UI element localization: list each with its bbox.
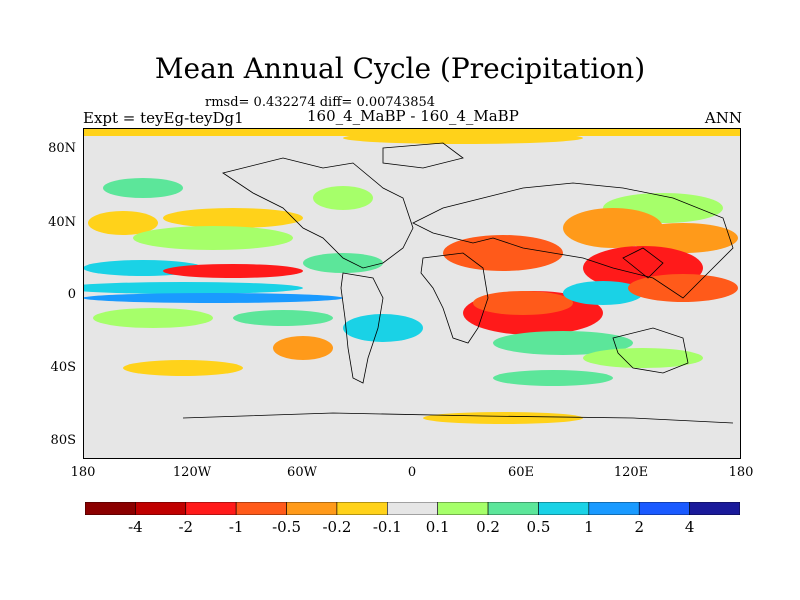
colorbar-swatch [85, 502, 136, 515]
chart-title: Mean Annual Cycle (Precipitation) [154, 52, 646, 85]
colorbar-swatch [588, 502, 640, 515]
colorbar-label: -1 [228, 518, 244, 536]
colorbar-label: 0.5 [526, 518, 551, 536]
lat-label-40n: 40N [48, 215, 76, 230]
colorbar-label: -0.2 [322, 518, 352, 536]
lon-label-120e: 120E [613, 465, 649, 480]
lon-label-0: 0 [407, 465, 417, 480]
lat-label-eq: 0 [67, 287, 76, 302]
lon-label-60w: 60W [287, 465, 317, 480]
stats-text: rmsd= 0.432274 diff= 0.00743854 [205, 95, 436, 110]
colorbar-swatch [487, 502, 539, 515]
experiment-label: Expt = teyEg-teyDg1 [83, 109, 244, 127]
lat-label-40s: 40S [50, 360, 76, 375]
colorbar-label: 4 [684, 518, 695, 536]
colorbar-swatch [286, 502, 338, 515]
colorbar-label: 0.1 [425, 518, 450, 536]
anomaly-field [83, 128, 741, 424]
colorbar-swatch [336, 502, 388, 515]
case-label: 160_4_MaBP - 160_4_MaBP [307, 107, 519, 125]
lon-label-180e: 180 [728, 465, 754, 480]
precip-diff-map [83, 128, 741, 459]
colorbar-swatch [638, 502, 690, 515]
lon-label-120w: 120W [172, 465, 212, 480]
colorbar-label: -2 [178, 518, 194, 536]
coastlines [182, 142, 734, 424]
colorbar-label: -0.5 [272, 518, 301, 536]
colorbar-swatch [387, 502, 438, 515]
lon-label-180w: 180 [70, 465, 96, 480]
colorbar-label: 0.2 [476, 518, 500, 536]
colorbar-swatch [689, 502, 740, 515]
colorbar-label: 2 [634, 518, 644, 536]
colorbar-label: 1 [584, 518, 594, 536]
colorbar-swatch [437, 502, 489, 515]
colorbar-swatch [185, 502, 237, 515]
map-frame [83, 128, 741, 459]
season-label: ANN [704, 109, 742, 127]
lat-label-80s: 80S [50, 433, 76, 448]
colorbar-label: -4 [128, 518, 143, 536]
colorbar-label: -0.1 [372, 518, 402, 536]
lon-label-60e: 60E [507, 465, 535, 480]
colorbar-swatch [538, 502, 590, 515]
colorbar [85, 502, 740, 515]
colorbar-swatch [235, 502, 287, 515]
lat-label-80n: 80N [48, 141, 76, 156]
colorbar-swatch [135, 502, 187, 515]
